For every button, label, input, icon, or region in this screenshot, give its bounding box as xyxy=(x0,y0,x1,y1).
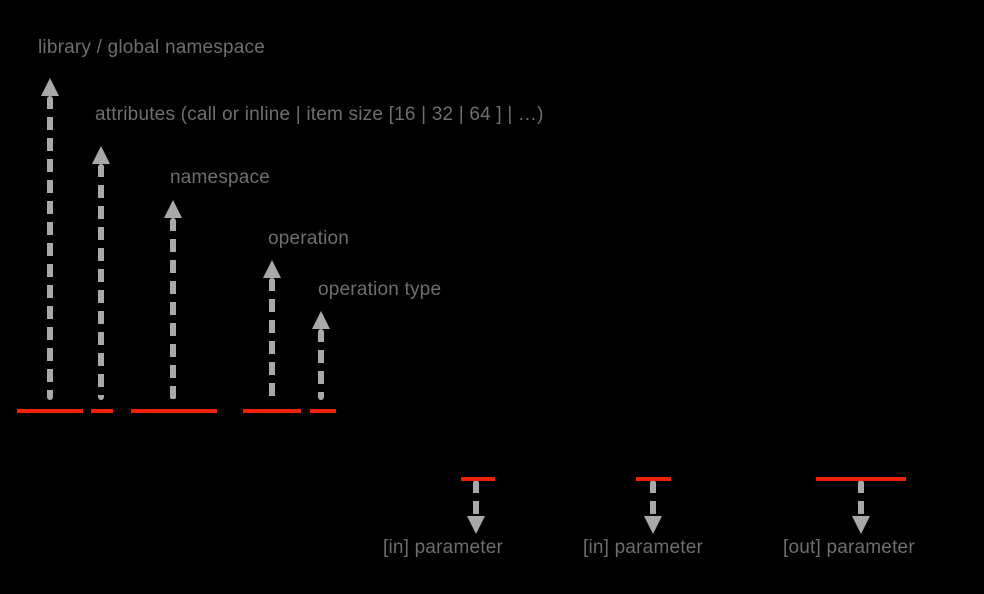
arrowhead-up-icon xyxy=(263,260,281,278)
red-underline-library-global-namespace xyxy=(17,409,83,413)
label-in-parameter-1: [in] parameter xyxy=(383,537,504,558)
dashed-line xyxy=(318,329,324,400)
dashed-line xyxy=(858,480,864,516)
arrowhead-up-icon xyxy=(164,200,182,218)
label-namespace: namespace xyxy=(170,167,271,188)
label-operation: operation xyxy=(268,228,350,249)
red-underline-out-parameter xyxy=(816,477,906,481)
label-out-parameter: [out] parameter xyxy=(783,537,915,558)
red-underline-attributes xyxy=(91,409,113,413)
dashed-line xyxy=(473,480,479,516)
label-attributes: attributes (call or inline | item size [… xyxy=(95,104,544,125)
red-underline-in-parameter-2 xyxy=(636,477,671,481)
dashed-line xyxy=(98,164,104,400)
label-library-global-namespace: library / global namespace xyxy=(38,37,265,58)
arrowhead-down-icon xyxy=(644,516,662,534)
arrowhead-down-icon xyxy=(852,516,870,534)
arrowhead-down-icon xyxy=(467,516,485,534)
arrowhead-up-icon xyxy=(312,311,330,329)
label-in-parameter-2: [in] parameter xyxy=(583,537,704,558)
red-underline-namespace xyxy=(131,409,217,413)
arrowhead-up-icon xyxy=(41,78,59,96)
red-underline-operation-type xyxy=(310,409,336,413)
dashed-line xyxy=(47,96,53,400)
red-underline-in-parameter-1 xyxy=(461,477,495,481)
dashed-line xyxy=(170,218,176,400)
label-operation-type: operation type xyxy=(318,279,442,300)
arrowhead-up-icon xyxy=(92,146,110,164)
dashed-line xyxy=(650,480,656,516)
dashed-line xyxy=(269,278,275,400)
red-underline-operation xyxy=(243,409,301,413)
